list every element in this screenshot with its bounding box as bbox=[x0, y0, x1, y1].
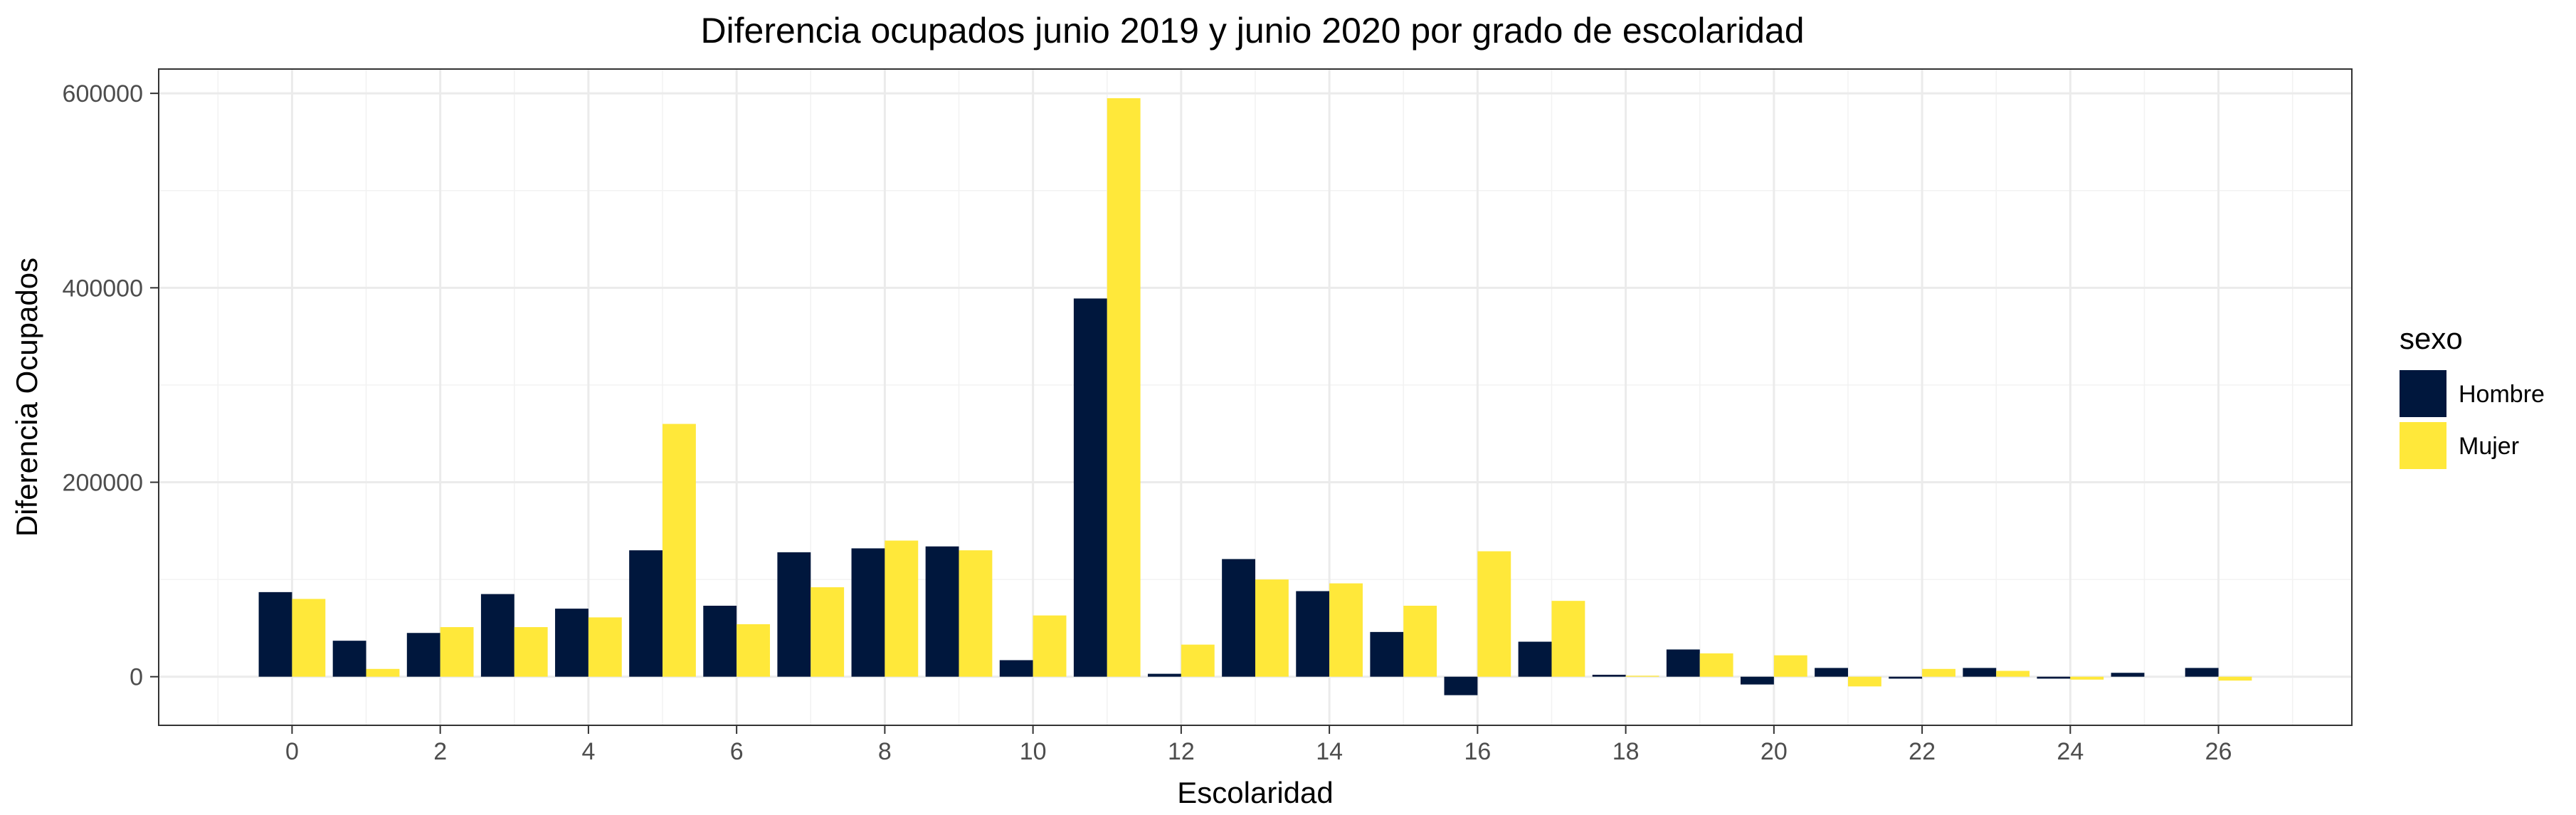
legend-key-hombre bbox=[2400, 370, 2446, 417]
bar-mujer-11 bbox=[1107, 98, 1141, 677]
bar-mujer-21 bbox=[1847, 676, 1881, 687]
bar-hombre-17 bbox=[1518, 641, 1552, 677]
bar-hombre-26 bbox=[2185, 668, 2219, 677]
bar-mujer-19 bbox=[1699, 653, 1733, 677]
x-tick-label: 6 bbox=[730, 738, 744, 765]
bar-hombre-1 bbox=[332, 641, 366, 677]
plot-panel bbox=[158, 68, 2353, 726]
bar-hombre-19 bbox=[1666, 649, 1700, 677]
bar-hombre-2 bbox=[406, 633, 440, 677]
bar-mujer-26 bbox=[2218, 676, 2252, 681]
bar-hombre-22 bbox=[1889, 676, 1923, 679]
legend-label-mujer: Mujer bbox=[2459, 433, 2519, 460]
bar-hombre-21 bbox=[1815, 668, 1848, 677]
x-axis: 0 2 4 6 8 10 12 14 16 18 20 22 24 26 bbox=[285, 725, 2232, 765]
bar-hombre-14 bbox=[1296, 591, 1330, 677]
bar-mujer-14 bbox=[1329, 583, 1363, 677]
bar-mujer-10 bbox=[1033, 615, 1067, 677]
bars bbox=[258, 98, 2252, 695]
bar-hombre-15 bbox=[1370, 631, 1404, 677]
bar-mujer-16 bbox=[1477, 551, 1511, 677]
bar-mujer-4 bbox=[588, 617, 622, 677]
legend-label-hombre: Hombre bbox=[2459, 381, 2545, 408]
bar-mujer-1 bbox=[366, 668, 400, 677]
bar-mujer-0 bbox=[292, 599, 326, 677]
y-axis-title: Diferencia Ocupados bbox=[10, 258, 43, 537]
legend-key-mujer bbox=[2400, 422, 2446, 469]
x-tick-label: 2 bbox=[433, 738, 447, 765]
x-tick-label: 12 bbox=[1168, 738, 1195, 765]
bar-hombre-7 bbox=[777, 552, 811, 677]
x-tick-label: 0 bbox=[285, 738, 299, 765]
legend-title: sexo bbox=[2400, 322, 2463, 355]
bar-hombre-16 bbox=[1444, 676, 1478, 695]
bar-mujer-17 bbox=[1551, 601, 1585, 677]
bar-mujer-6 bbox=[737, 624, 771, 677]
bar-mujer-22 bbox=[1922, 668, 1955, 677]
legend: sexo Hombre Mujer bbox=[2400, 322, 2545, 469]
x-tick-label: 10 bbox=[1020, 738, 1047, 765]
bar-mujer-15 bbox=[1403, 605, 1437, 677]
bar-hombre-23 bbox=[1963, 668, 1997, 677]
bar-mujer-24 bbox=[2070, 676, 2104, 680]
panel-border bbox=[158, 68, 2353, 726]
bar-hombre-9 bbox=[925, 546, 959, 677]
bar-hombre-13 bbox=[1222, 559, 1255, 677]
bar-hombre-18 bbox=[1592, 674, 1626, 677]
bar-hombre-4 bbox=[555, 609, 588, 677]
bar-hombre-5 bbox=[629, 550, 663, 677]
x-tick-label: 14 bbox=[1316, 738, 1343, 765]
bar-mujer-23 bbox=[1996, 671, 2030, 677]
bar-mujer-8 bbox=[885, 540, 919, 677]
bar-hombre-12 bbox=[1148, 673, 1181, 677]
bar-mujer-2 bbox=[440, 627, 474, 677]
bar-hombre-3 bbox=[480, 594, 514, 677]
bar-hombre-25 bbox=[2111, 673, 2145, 677]
bar-mujer-20 bbox=[1773, 655, 1807, 677]
x-tick-label: 8 bbox=[878, 738, 892, 765]
bar-mujer-5 bbox=[663, 424, 696, 677]
bar-mujer-7 bbox=[811, 587, 845, 677]
x-tick-label: 4 bbox=[581, 738, 595, 765]
x-tick-label: 22 bbox=[1909, 738, 1936, 765]
y-tick-label: 600000 bbox=[63, 80, 143, 107]
bar-hombre-20 bbox=[1740, 676, 1774, 685]
bar-hombre-8 bbox=[851, 548, 885, 677]
bar-mujer-18 bbox=[1625, 675, 1659, 677]
bar-hombre-11 bbox=[1073, 298, 1107, 677]
bar-hombre-24 bbox=[2037, 676, 2071, 679]
chart-title: Diferencia ocupados junio 2019 y junio 2… bbox=[700, 11, 1804, 51]
x-tick-label: 16 bbox=[1464, 738, 1491, 765]
bar-mujer-3 bbox=[514, 627, 548, 677]
y-axis: 0 200000 400000 600000 bbox=[63, 80, 159, 691]
bar-hombre-0 bbox=[258, 591, 292, 677]
y-tick-label: 200000 bbox=[63, 470, 143, 497]
bar-mujer-12 bbox=[1181, 644, 1215, 677]
x-tick-label: 26 bbox=[2205, 738, 2232, 765]
bar-mujer-9 bbox=[959, 550, 993, 677]
bar-hombre-10 bbox=[999, 660, 1033, 677]
x-tick-label: 18 bbox=[1612, 738, 1640, 765]
x-tick-label: 20 bbox=[1761, 738, 1788, 765]
x-tick-label: 24 bbox=[2057, 738, 2084, 765]
x-axis-title: Escolaridad bbox=[1177, 776, 1333, 809]
bar-hombre-6 bbox=[703, 605, 737, 677]
y-tick-label: 400000 bbox=[63, 275, 143, 302]
y-tick-label: 0 bbox=[130, 664, 143, 691]
bar-mujer-13 bbox=[1255, 579, 1289, 677]
